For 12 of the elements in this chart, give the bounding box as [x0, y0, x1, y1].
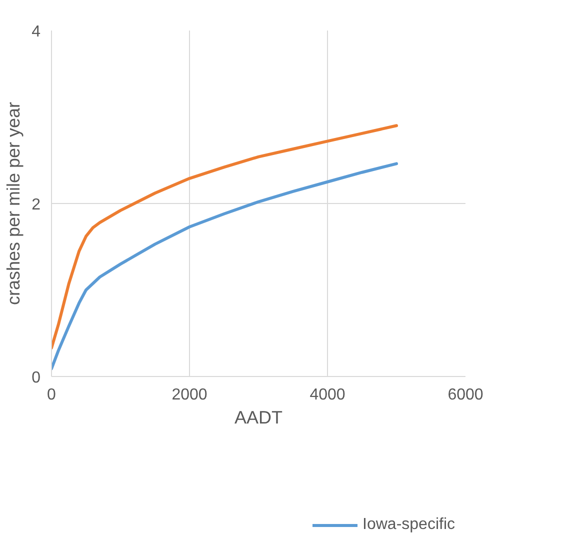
- line-series: [52, 162, 398, 370]
- x-tick-label: 6000: [448, 386, 484, 404]
- line-series: [52, 124, 398, 350]
- x-axis-title: AADT: [234, 408, 283, 428]
- legend-label: Iowa-specific: [362, 516, 455, 534]
- x-tick-label: 4000: [310, 386, 346, 404]
- y-tick-label: 2: [32, 196, 41, 214]
- y-axis-title: crashes per mile per year: [4, 102, 24, 306]
- y-tick-label: 0: [32, 370, 41, 386]
- y-tick-label: 4: [32, 24, 41, 40]
- x-tick-label: 0: [47, 386, 56, 404]
- x-tick-label: 2000: [172, 386, 208, 404]
